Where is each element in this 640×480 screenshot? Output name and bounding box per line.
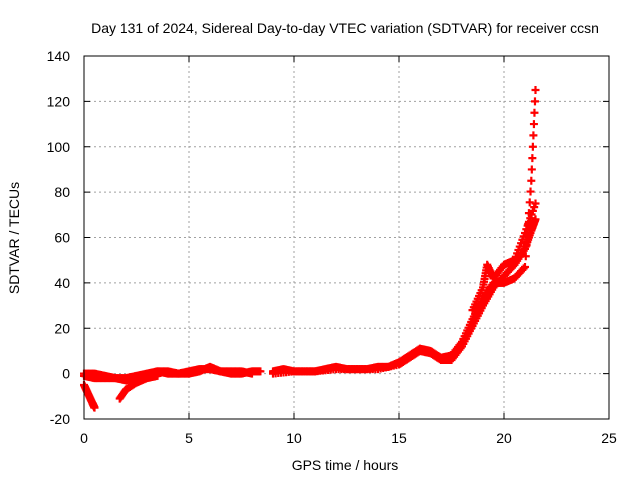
data-point bbox=[530, 97, 539, 106]
x-tick-label: 20 bbox=[496, 430, 512, 446]
data-point bbox=[525, 198, 534, 207]
data-point bbox=[530, 108, 539, 117]
x-axis-label: GPS time / hours bbox=[292, 457, 399, 473]
data-points bbox=[80, 86, 540, 412]
data-point bbox=[528, 142, 537, 151]
data-point bbox=[256, 367, 265, 376]
x-tick-label: 5 bbox=[185, 430, 193, 446]
y-tick-label: 80 bbox=[54, 184, 70, 200]
data-point bbox=[528, 154, 537, 163]
series-2 bbox=[80, 362, 256, 385]
series-3 bbox=[269, 86, 540, 376]
data-point bbox=[529, 120, 538, 129]
y-tick-label: 100 bbox=[47, 139, 71, 155]
data-point bbox=[531, 215, 540, 224]
data-point bbox=[531, 86, 540, 95]
x-tick-label: 10 bbox=[286, 430, 302, 446]
y-tick-label: 140 bbox=[47, 48, 71, 64]
series-4 bbox=[269, 215, 540, 378]
series-7 bbox=[115, 371, 162, 403]
y-tick-label: 120 bbox=[47, 93, 71, 109]
y-tick-label: 20 bbox=[54, 320, 70, 336]
data-point bbox=[519, 264, 528, 273]
data-point bbox=[248, 369, 256, 378]
data-point bbox=[521, 262, 529, 271]
series-6 bbox=[80, 380, 99, 412]
data-point bbox=[527, 176, 536, 185]
plot-frame bbox=[83, 55, 610, 420]
data-point bbox=[529, 131, 538, 140]
y-tick-label: -20 bbox=[50, 411, 70, 427]
x-tick-label: 15 bbox=[391, 430, 407, 446]
data-point bbox=[90, 403, 99, 412]
x-tick-label: 25 bbox=[601, 430, 617, 446]
data-point bbox=[153, 371, 162, 380]
y-axis-label: SDTVAR / TECUs bbox=[6, 182, 22, 294]
data-point bbox=[526, 187, 535, 196]
y-tick-label: 60 bbox=[54, 230, 70, 246]
x-tick-label: 0 bbox=[80, 430, 88, 446]
series-5 bbox=[468, 199, 540, 315]
chart-title: Day 131 of 2024, Sidereal Day-to-day VTE… bbox=[91, 20, 599, 36]
grid-lines bbox=[84, 56, 609, 419]
data-point bbox=[527, 165, 536, 174]
y-tick-label: 40 bbox=[54, 275, 70, 291]
data-point bbox=[531, 199, 540, 208]
y-tick-label: 0 bbox=[62, 366, 70, 382]
